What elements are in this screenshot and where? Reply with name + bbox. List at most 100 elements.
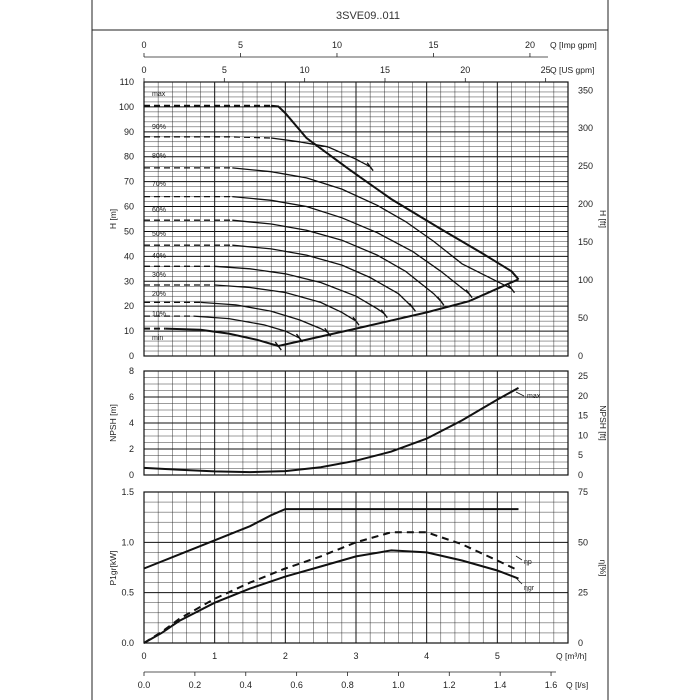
efficiency-curve-eta-gr [143, 549, 519, 644]
y-axis-title: H [m] [108, 209, 118, 229]
curve-label: 10% [152, 311, 166, 318]
x-secondary-tick-label: 1.4 [494, 680, 507, 690]
top-axis-tick-label: 0 [141, 40, 146, 50]
y-tick-label: 0 [129, 351, 134, 361]
y-tick-label: 80 [124, 152, 134, 162]
curve-label: ηp [524, 559, 532, 566]
top-axis-title: Q [Imp gpm] [550, 40, 597, 50]
y-axis-title: P1gr[kW] [108, 551, 118, 586]
y-right-tick-label: 150 [578, 237, 593, 247]
head-curve-80pct [232, 167, 512, 290]
head-curve-40pct [214, 265, 385, 315]
chart-title: 3SVE09..011 [336, 10, 400, 22]
y-tick-label: 40 [124, 251, 134, 261]
y-tick-label: 0.0 [121, 638, 134, 648]
head-curve-60pct [232, 219, 442, 302]
top-axis-tick-label: 10 [332, 40, 342, 50]
plot-border [143, 370, 569, 476]
top-axis-tick-label: 20 [460, 65, 470, 75]
curve-label: 20% [152, 291, 166, 298]
y-tick-label: 10 [124, 326, 134, 336]
y-right-tick-label: 100 [578, 275, 593, 285]
top-axis-tick-label: 0 [141, 65, 146, 75]
y-tick-label: 0 [129, 470, 134, 480]
y-tick-label: 1.5 [121, 487, 134, 497]
x-secondary-tick-label: 0.4 [240, 680, 253, 690]
x-secondary-tick-label: 0.8 [341, 680, 354, 690]
y-right-axis-title: NPSH [ft] [598, 405, 608, 440]
y-right-tick-label: 10 [578, 430, 588, 440]
top-axis-tick-label: 10 [300, 65, 310, 75]
head-curve-min [165, 327, 279, 347]
power-curve-p1gr [143, 508, 519, 570]
curve-label: ηgr [524, 585, 535, 592]
x-secondary-tick-label: 0.6 [290, 680, 303, 690]
head-curve-90pct [271, 137, 371, 168]
curve-label: 50% [152, 231, 166, 238]
y-right-tick-label: 15 [578, 411, 588, 421]
x-axis-title: Q [m³/h] [556, 651, 587, 661]
y-right-tick-label: 250 [578, 161, 593, 171]
top-axis-tick-label: 25 [541, 65, 551, 75]
label-leader [515, 391, 525, 397]
y-right-tick-label: 50 [578, 537, 588, 547]
x-secondary-tick-label: 0.0 [138, 680, 151, 690]
head-curve-90pct-dashed [144, 136, 272, 139]
top-axis-tick-label: 15 [428, 40, 438, 50]
head-curve-10pct [193, 315, 300, 339]
y-right-tick-label: 0 [578, 470, 583, 480]
x-tick-label: 1 [212, 651, 217, 661]
curve-end-tick [366, 162, 374, 172]
y-right-tick-label: 350 [578, 85, 593, 95]
y-tick-label: 30 [124, 276, 134, 286]
head-curve-30pct [214, 284, 357, 322]
y-right-tick-label: 200 [578, 199, 593, 209]
head-curve-limit [278, 278, 519, 347]
top-axis-tick-label: 20 [525, 40, 535, 50]
y-right-axis-title: η[%] [598, 559, 608, 576]
x-tick-label: 2 [283, 651, 288, 661]
curve-label: 90% [152, 124, 166, 131]
head-curve-70pct [232, 195, 470, 295]
y-tick-label: 6 [129, 392, 134, 402]
head-curve-max [271, 104, 520, 280]
x-tick-label: 5 [495, 651, 500, 661]
y-tick-label: 8 [129, 366, 134, 376]
curve-end-tick [352, 316, 360, 326]
curve-end-tick [408, 303, 417, 312]
y-right-tick-label: 20 [578, 391, 588, 401]
curve-label: 70% [152, 181, 166, 188]
y-tick-label: 60 [124, 202, 134, 212]
curve-label: max [152, 91, 166, 98]
curve-label: 30% [152, 272, 166, 279]
y-tick-label: 4 [129, 418, 134, 428]
x-secondary-axis-title: Q [l/s] [566, 680, 588, 690]
power-efficiency-panel: 0.0 0.5 1.0 1.5 0 25 50 75 P1gr[kW] η[%] ηp ηgr 0 1 2 3… [108, 487, 608, 690]
x-secondary-tick-label: 1.6 [545, 680, 558, 690]
y-tick-label: 100 [119, 102, 134, 112]
y-tick-label: 110 [120, 77, 134, 87]
curve-label: max [527, 393, 541, 400]
head-curve-20pct [200, 301, 329, 333]
y-tick-label: 2 [129, 444, 134, 454]
curve-end-tick [380, 309, 388, 319]
label-leader [515, 577, 523, 585]
y-right-tick-label: 50 [578, 313, 588, 323]
y-tick-label: 20 [124, 301, 134, 311]
y-right-tick-label: 5 [578, 450, 583, 460]
y-right-tick-label: 25 [578, 588, 588, 598]
curve-label: 40% [152, 253, 166, 260]
curve-label: 80% [152, 153, 166, 160]
curve-end-tick [507, 284, 516, 294]
x-secondary-tick-label: 0.2 [189, 680, 202, 690]
x-tick-label: 3 [353, 651, 358, 661]
x-secondary-tick-label: 1.0 [392, 680, 405, 690]
curve-label: 60% [152, 207, 166, 214]
efficiency-curve-eta-p [143, 531, 519, 644]
y-right-tick-label: 0 [578, 351, 583, 361]
npsh-panel: 0 2 4 6 8 0 5 10 15 20 25 NPSH [m] NPSH [ft] max [108, 366, 608, 480]
x-tick-label: 4 [424, 651, 429, 661]
y-axis-title: NPSH [m] [108, 404, 118, 442]
top-axis-tick-label: 15 [380, 65, 390, 75]
